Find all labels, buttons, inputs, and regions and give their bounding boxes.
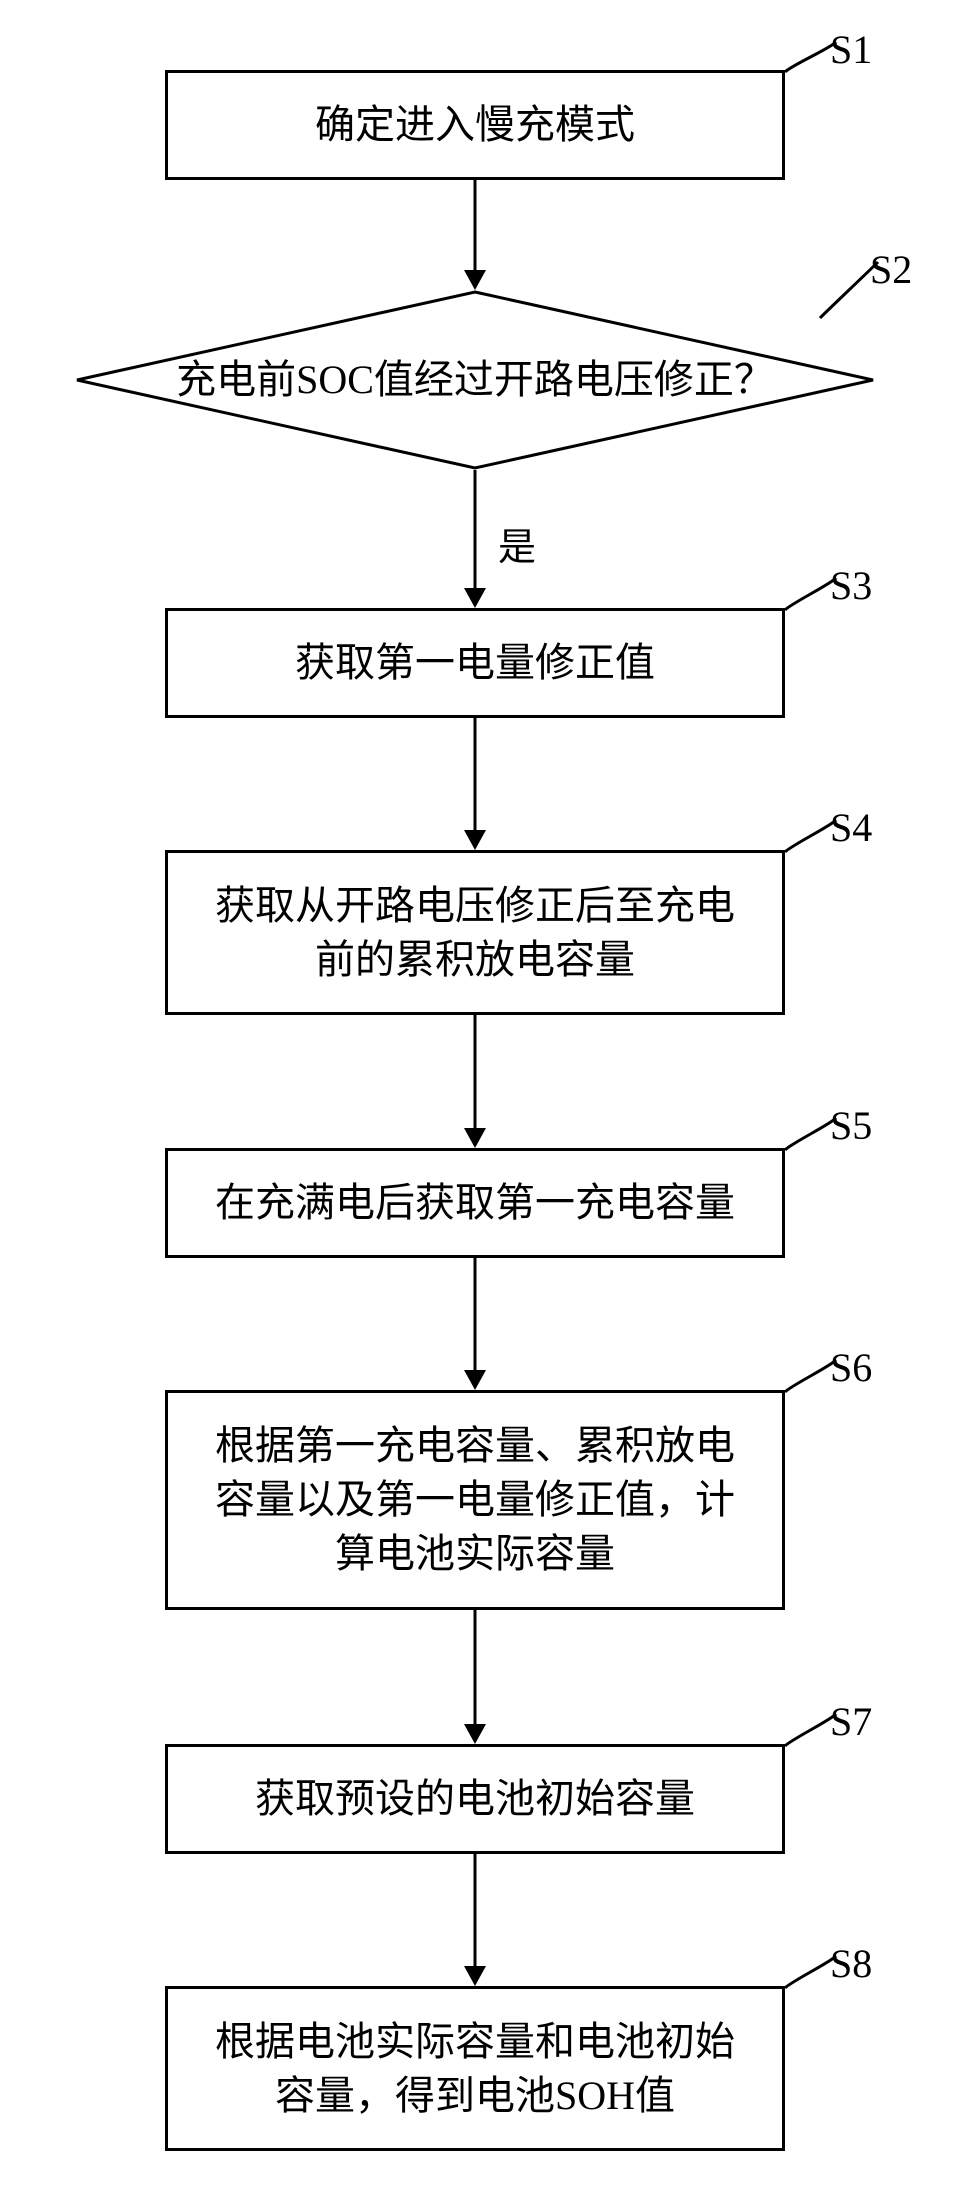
flow-node-text: 获取从开路电压修正后至充电前的累积放电容量 [196, 879, 754, 987]
flow-node-text: 获取第一电量修正值 [295, 636, 655, 690]
flow-node-s8: 根据电池实际容量和电池初始容量，得到电池SOH值 [165, 1986, 785, 2151]
flow-node-s5: 在充满电后获取第一充电容量 [165, 1148, 785, 1258]
flow-node-text: 获取预设的电池初始容量 [255, 1772, 695, 1826]
flow-node-s4: 获取从开路电压修正后至充电前的累积放电容量 [165, 850, 785, 1015]
flow-node-text: 根据第一充电容量、累积放电容量以及第一电量修正值，计算电池实际容量 [196, 1419, 754, 1581]
flow-node-s6: 根据第一充电容量、累积放电容量以及第一电量修正值，计算电池实际容量 [165, 1390, 785, 1610]
flow-node-text: 在充满电后获取第一充电容量 [215, 1176, 735, 1230]
flow-node-text: 根据电池实际容量和电池初始容量，得到电池SOH值 [196, 2015, 754, 2123]
flow-node-text: 充电前SOC值经过开路电压修正？ [176, 353, 774, 407]
flow-node-s7: 获取预设的电池初始容量 [165, 1744, 785, 1854]
flow-node-s3: 获取第一电量修正值 [165, 608, 785, 718]
flow-node-s1: 确定进入慢充模式 [165, 70, 785, 180]
flow-node-text: 确定进入慢充模式 [315, 98, 635, 152]
edge-label: 是 [498, 516, 536, 571]
flow-node-s2: 充电前SOC值经过开路电压修正？ [75, 290, 875, 470]
